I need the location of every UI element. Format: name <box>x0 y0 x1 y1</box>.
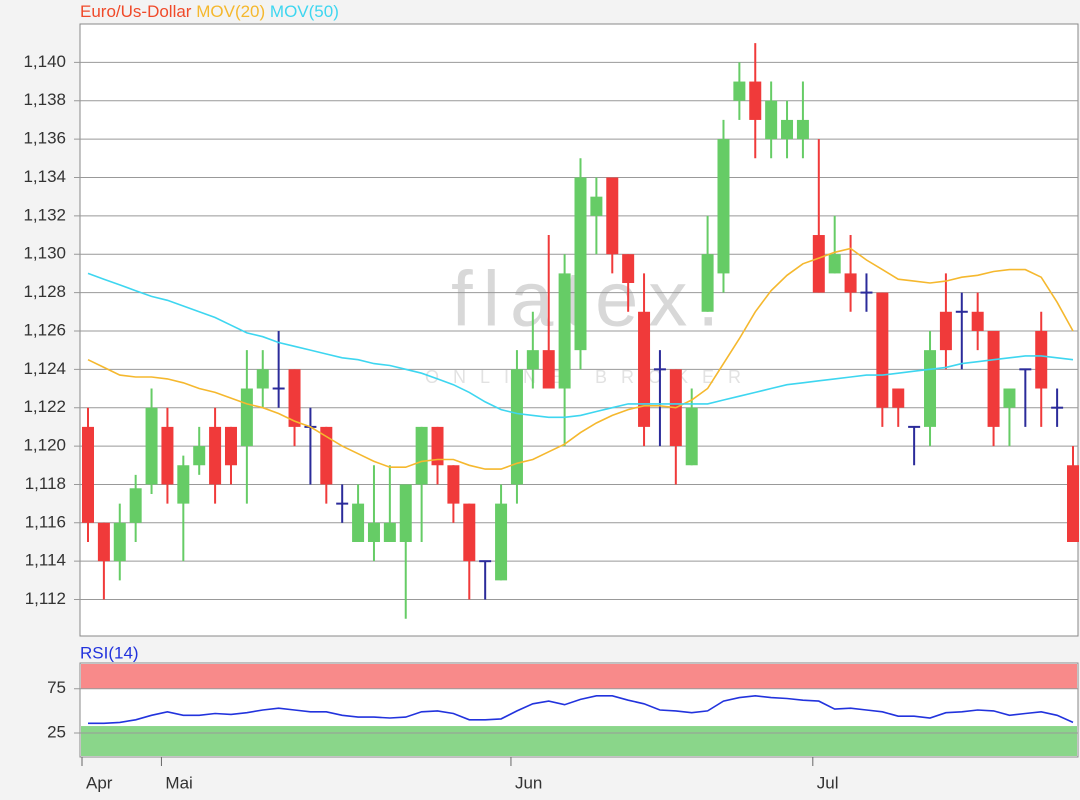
candle-body <box>574 177 587 351</box>
candle-body <box>1067 465 1079 542</box>
y-tick-label: 1,132 <box>23 205 66 224</box>
candle-body <box>796 119 809 140</box>
candle-body <box>1003 388 1016 408</box>
marks <box>82 43 1079 725</box>
candle-body <box>749 81 762 120</box>
candle-body <box>526 350 539 370</box>
legend-entry: Euro/Us-Dollar <box>80 2 192 21</box>
y-tick-label: 1,124 <box>23 359 66 378</box>
candle-body <box>590 196 603 216</box>
candle-body <box>971 311 984 331</box>
legend-entry: MOV(50) <box>270 2 339 21</box>
candle-body <box>209 426 222 485</box>
candle-body <box>97 522 110 562</box>
x-tick-label: Apr <box>86 773 113 792</box>
candle-body <box>892 388 905 408</box>
candle-body <box>240 388 253 447</box>
y-tick-label: 1,126 <box>23 320 66 339</box>
candle-body <box>717 139 730 274</box>
y-tick-label: 1,140 <box>23 52 66 71</box>
candle-body <box>320 426 333 485</box>
y-tick-label: 1,130 <box>23 244 66 263</box>
line <box>87 272 1074 419</box>
candle-body <box>367 522 380 542</box>
candle-body <box>113 522 126 562</box>
candle-body <box>781 119 794 140</box>
candle-body <box>812 235 825 293</box>
y-tick-label: 75 <box>47 678 66 697</box>
y-tick-label: 1,114 <box>25 551 66 570</box>
candle-body <box>177 465 190 504</box>
candle-body <box>129 488 142 523</box>
candle-body <box>701 254 714 312</box>
candle-body <box>193 446 206 466</box>
y-tick-label: 1,118 <box>25 474 66 493</box>
line <box>87 247 1074 470</box>
overbought-band <box>81 664 1077 689</box>
candle-body <box>924 350 937 427</box>
candle-body <box>638 311 651 427</box>
candle-body <box>1035 330 1048 389</box>
y-tick-label: 1,134 <box>23 167 66 186</box>
candle-body <box>495 503 508 581</box>
line <box>88 694 1074 725</box>
y-tick-label: 25 <box>47 723 66 742</box>
candle-body <box>352 503 365 542</box>
candle-body <box>844 273 857 293</box>
candle-body <box>828 254 841 274</box>
oversold-band <box>81 726 1077 756</box>
y-tick-label: 1,136 <box>23 129 66 148</box>
legend: Euro/Us-Dollar MOV(20) MOV(50) <box>80 2 339 21</box>
candle-body <box>558 273 571 389</box>
y-tick-label: 1,120 <box>23 436 66 455</box>
candle-body <box>987 330 1000 427</box>
candle-body <box>161 426 174 485</box>
rsi-label: RSI(14) <box>80 643 139 662</box>
candle-body <box>622 254 635 283</box>
candle-body <box>256 369 269 389</box>
y-tick-label: 1,138 <box>23 90 66 109</box>
y-tick-label: 1,128 <box>23 282 66 301</box>
candle-body <box>733 81 746 101</box>
x-tick-label: Jul <box>817 773 839 792</box>
legend-entry: MOV(20) <box>196 2 265 21</box>
candle-body <box>685 407 698 466</box>
candle-body <box>606 177 619 255</box>
y-tick-label: 1,112 <box>25 589 66 608</box>
candle-body <box>288 369 301 427</box>
candle-body <box>447 465 460 504</box>
candle-body <box>510 369 523 485</box>
candle-body <box>383 522 396 542</box>
candle-body <box>765 100 778 140</box>
candle-body <box>876 292 889 408</box>
candle-body <box>463 503 476 562</box>
candle-body <box>939 311 952 351</box>
y-tick-label: 1,116 <box>25 512 66 531</box>
watermark-title: flatex. <box>451 255 729 343</box>
candle-body <box>542 350 555 389</box>
x-tick-label: Jun <box>515 773 542 792</box>
candle-body <box>145 407 158 485</box>
grid <box>74 61 1078 766</box>
candle-body <box>431 426 444 466</box>
candle-body <box>224 426 237 466</box>
watermark-subtitle: ONLINE BROKER <box>425 367 755 387</box>
candle-body <box>399 484 412 542</box>
candle-body <box>415 426 428 485</box>
y-tick-label: 1,122 <box>23 397 66 416</box>
x-tick-label: Mai <box>165 773 192 792</box>
candle-body <box>82 426 94 523</box>
